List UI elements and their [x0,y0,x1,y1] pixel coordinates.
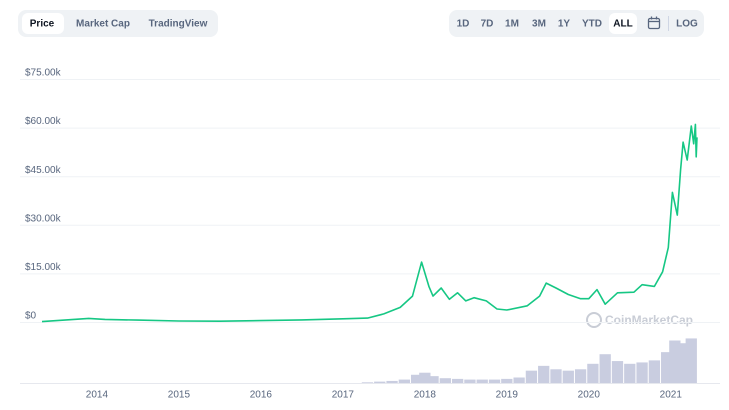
tab[interactable]: Price [30,19,55,30]
tab[interactable]: TradingView [149,19,208,30]
x-tick-label: 2014 [86,390,109,401]
volume-bar [410,374,423,383]
volume-bar [636,362,648,383]
y-tick-label: $75.00k [25,68,62,79]
price-line [41,123,698,323]
range-button[interactable]: ALL [613,19,632,30]
range-button[interactable]: 7D [481,19,494,30]
volume-bar [513,377,525,383]
y-tick-label: $45.00k [25,165,62,176]
volume-bar [464,379,476,383]
x-tick-label: 2020 [578,390,601,401]
volume-bar [361,382,374,383]
range-button[interactable]: YTD [582,19,602,30]
calendar-icon[interactable] [647,16,661,30]
x-tick-label: 2019 [496,390,519,401]
tab-active [22,13,64,34]
volume-bar [685,338,697,383]
volume-bar [398,379,410,383]
volume-bar [501,378,513,383]
volume-bar [488,379,501,383]
volume-bar [587,363,599,383]
volume-bar [439,378,451,383]
volume-bar [624,363,636,383]
volume-bar [374,381,386,383]
volume-bar [611,361,624,383]
volume-bar [386,380,398,383]
volume-bar [538,365,550,383]
watermark: CoinMarketCap [586,312,693,328]
range-button[interactable]: 1D [457,19,470,30]
tab-group [18,10,218,37]
volume-bar [525,370,538,383]
volume-bar [419,372,431,383]
x-tick-label: 2021 [660,390,683,401]
volume-bar [550,369,562,383]
watermark-text: CoinMarketCap [605,313,693,327]
range-button[interactable]: 3M [532,19,546,30]
log-button[interactable]: LOG [676,19,698,30]
x-tick-label: 2015 [168,390,191,401]
y-tick-label: $0 [25,311,37,322]
volume-bar [677,343,689,383]
volume-bar [599,354,611,383]
range-group [449,10,704,37]
range-button[interactable]: 1M [505,19,519,30]
y-tick-label: $60.00k [25,116,62,127]
range-active [609,13,637,34]
tab[interactable]: Market Cap [76,19,130,30]
volume-bar [562,370,574,383]
range-button[interactable]: 1Y [558,19,571,30]
x-tick-label: 2016 [250,390,273,401]
volume-bar [476,379,488,383]
x-tick-label: 2017 [332,390,355,401]
volume-bar [427,376,439,383]
volume-bar [451,378,464,383]
volume-bar [648,360,661,383]
y-tick-label: $15.00k [25,262,62,273]
volume-bar [669,340,681,383]
x-tick-label: 2018 [414,390,437,401]
volume-bar [661,352,673,383]
y-tick-label: $30.00k [25,213,62,224]
volume-bar [574,369,587,383]
